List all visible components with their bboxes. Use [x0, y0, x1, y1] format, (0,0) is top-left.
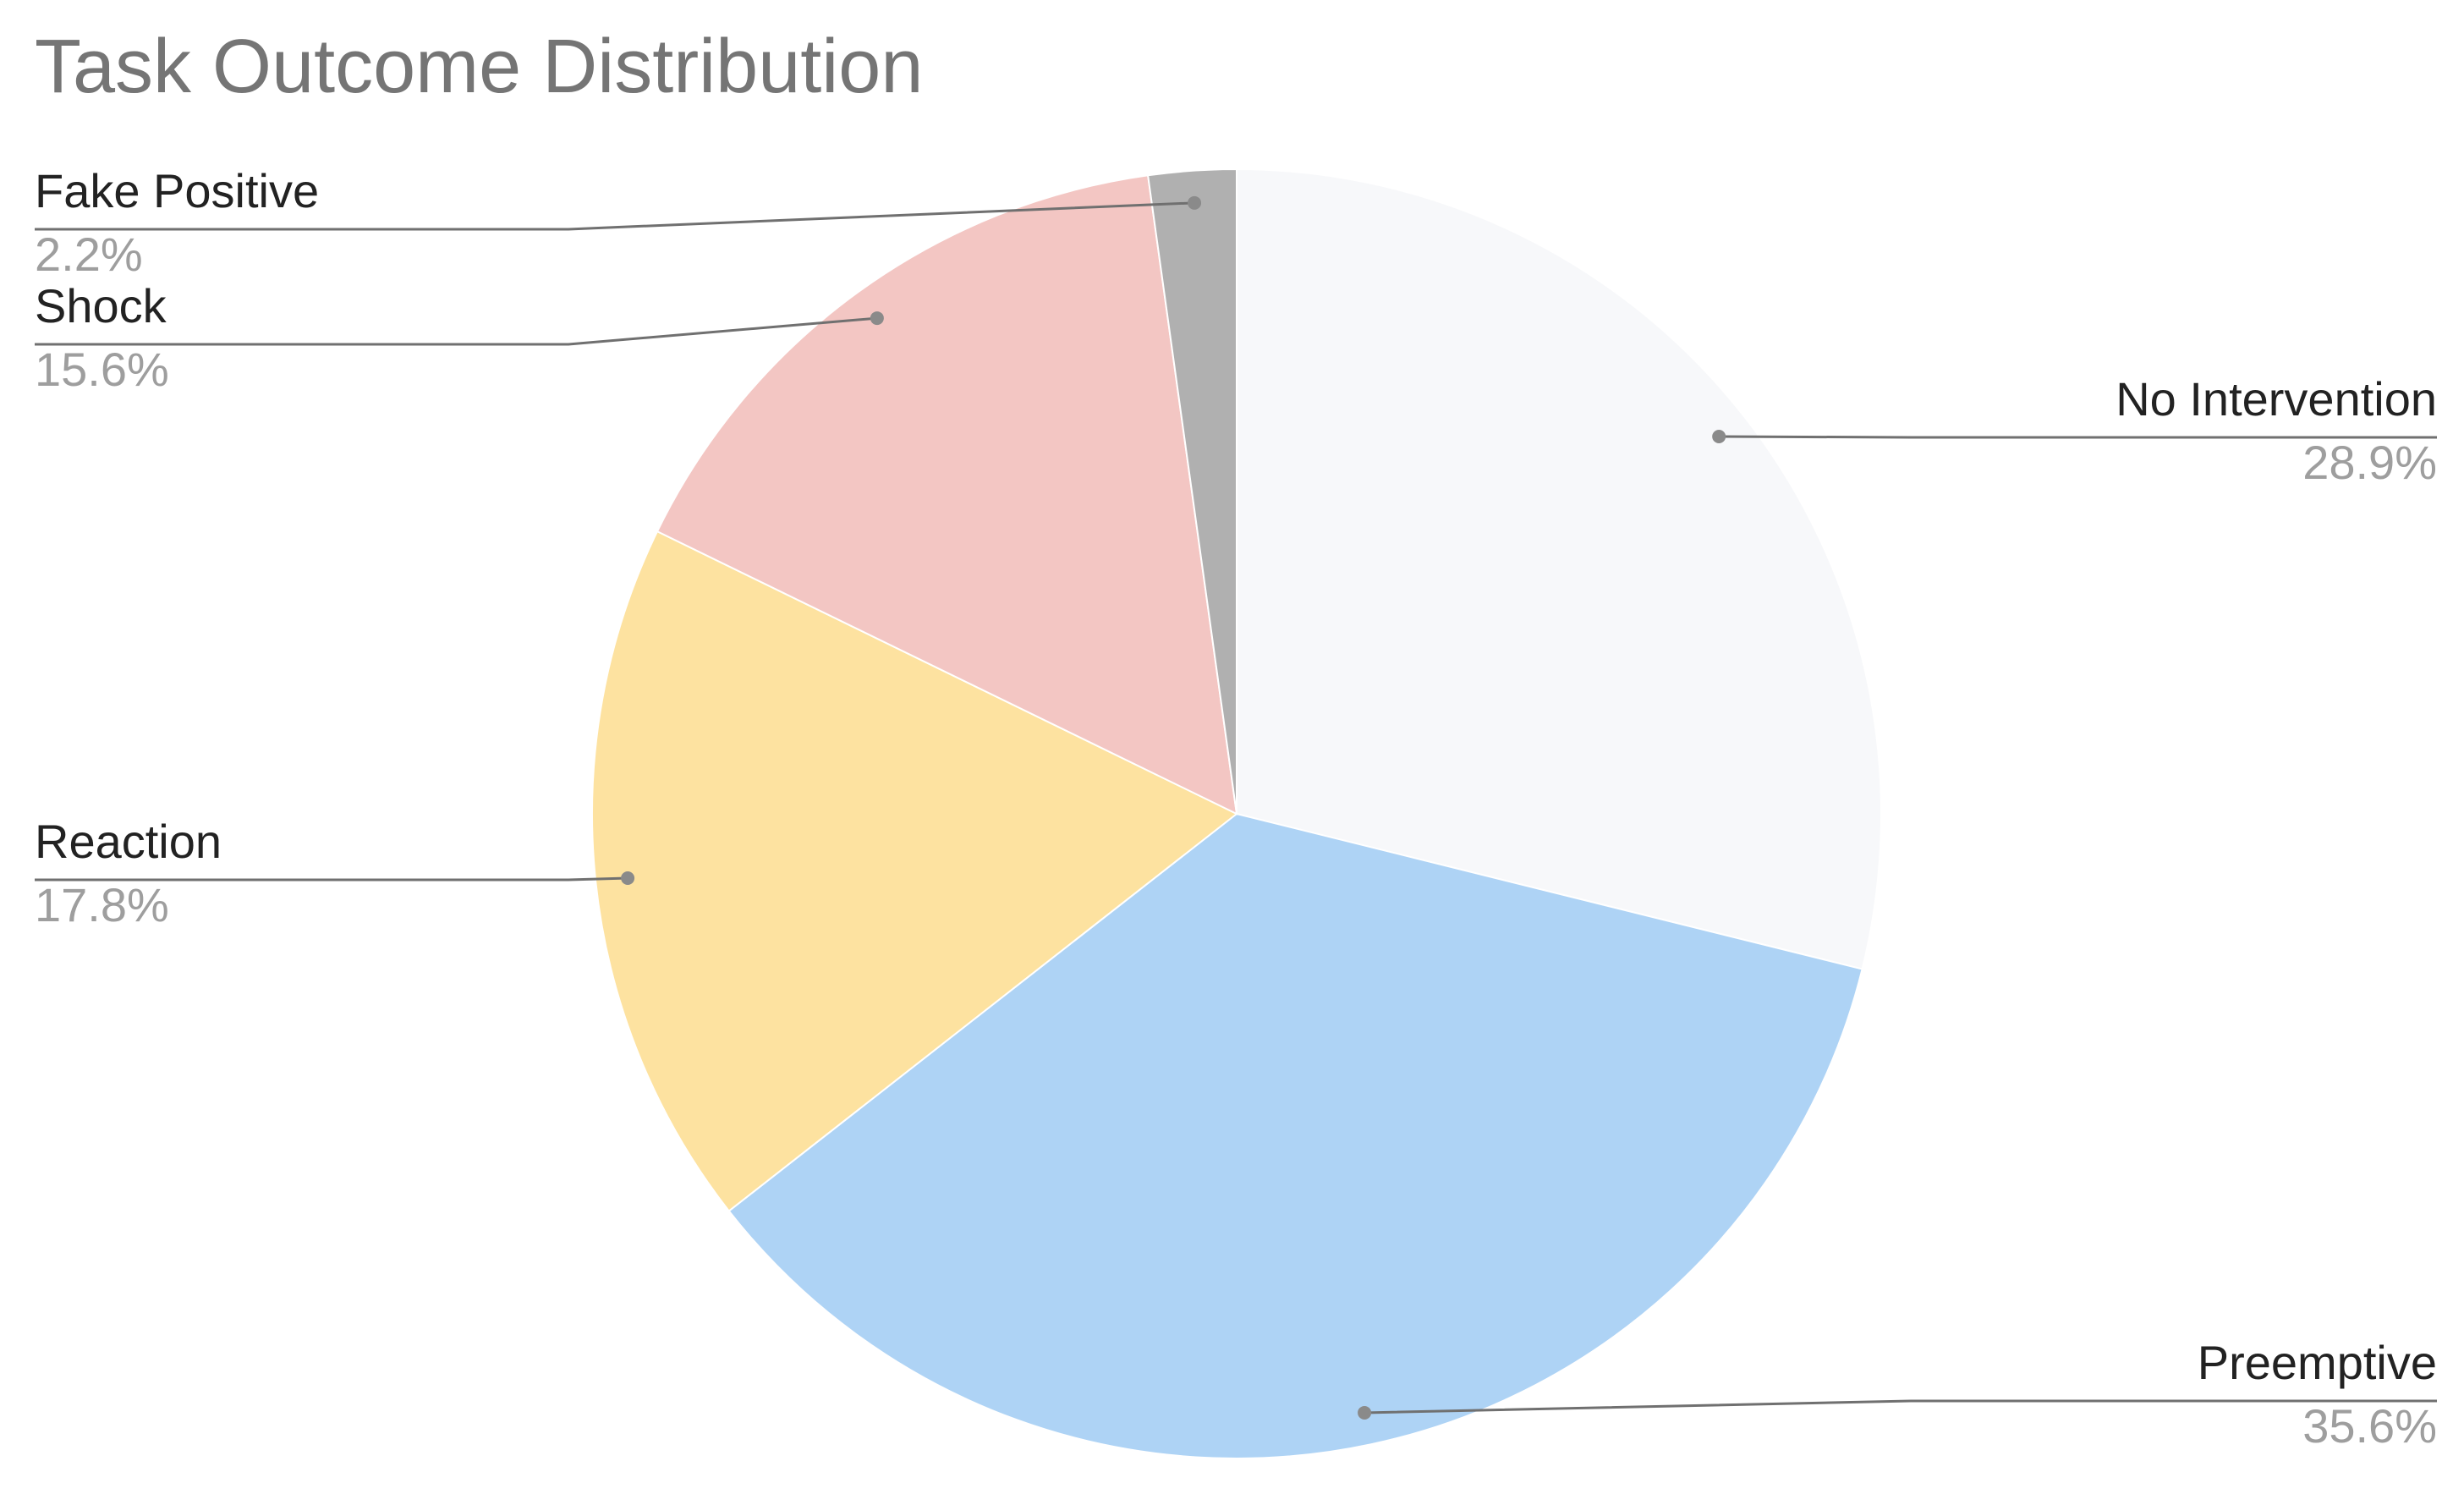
pie-slice: [1236, 168, 1882, 970]
pie-slice: [1146, 168, 1237, 815]
leader-dot: [1712, 430, 1726, 444]
slice-value-label: 28.9%: [2302, 436, 2437, 489]
leader-line: [35, 876, 628, 882]
slice-value-label: 17.8%: [35, 878, 169, 931]
slice-value-label: 2.2%: [35, 228, 143, 281]
leader-dot: [621, 871, 635, 885]
pie-slice: [591, 530, 1238, 1212]
leader-dot: [870, 311, 884, 326]
leader-dot: [1358, 1405, 1372, 1420]
slice-label: Shock: [35, 279, 167, 332]
leader-line: [35, 201, 1195, 231]
leader-line: [1364, 1399, 2437, 1414]
slice-label: Fake Positive: [35, 164, 319, 217]
slice-value-label: 35.6%: [2302, 1399, 2437, 1453]
pie-slice: [656, 174, 1238, 816]
leader-dot: [1188, 195, 1202, 210]
pie-slice: [727, 812, 1863, 1459]
slice-label: Reaction: [35, 815, 222, 868]
slice-label: Preemptive: [2198, 1336, 2437, 1389]
slice-value-label: 15.6%: [35, 343, 169, 396]
leader-line: [35, 316, 877, 346]
slice-label: No Intervention: [2116, 372, 2437, 426]
chart-title: Task Outcome Distribution: [35, 25, 923, 109]
